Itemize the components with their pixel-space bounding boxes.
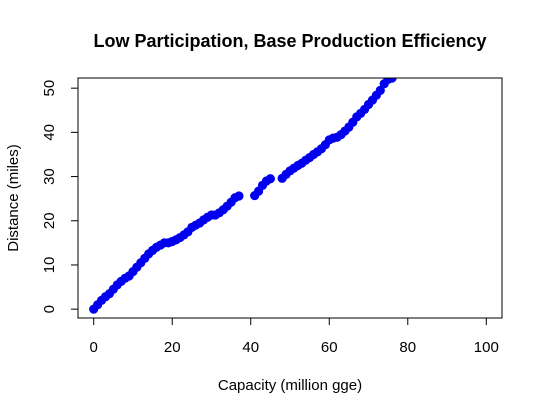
points <box>89 78 397 314</box>
y-tick-label: 10 <box>41 257 58 274</box>
x-tick-label: 100 <box>474 339 499 356</box>
y-tick-label: 30 <box>41 168 58 185</box>
y-tick-label: 20 <box>41 212 58 229</box>
point <box>265 174 275 184</box>
x-tick-label: 20 <box>164 339 181 356</box>
x-tick-label: 80 <box>399 339 416 356</box>
point <box>375 85 385 95</box>
x-axis-label: Capacity (million gge) <box>218 377 362 394</box>
y-tick-label: 50 <box>41 80 58 97</box>
x-tick-label: 0 <box>90 339 98 356</box>
point <box>387 78 397 83</box>
x-tick-label: 60 <box>321 339 338 356</box>
chart-title: Low Participation, Base Production Effic… <box>93 31 486 51</box>
point <box>234 191 244 201</box>
x-tick-label: 40 <box>242 339 259 356</box>
plot-frame <box>77 77 503 319</box>
y-tick-label: 40 <box>41 124 58 141</box>
y-tick-label: 0 <box>41 305 58 313</box>
y-axis-label: Distance (miles) <box>5 144 22 252</box>
